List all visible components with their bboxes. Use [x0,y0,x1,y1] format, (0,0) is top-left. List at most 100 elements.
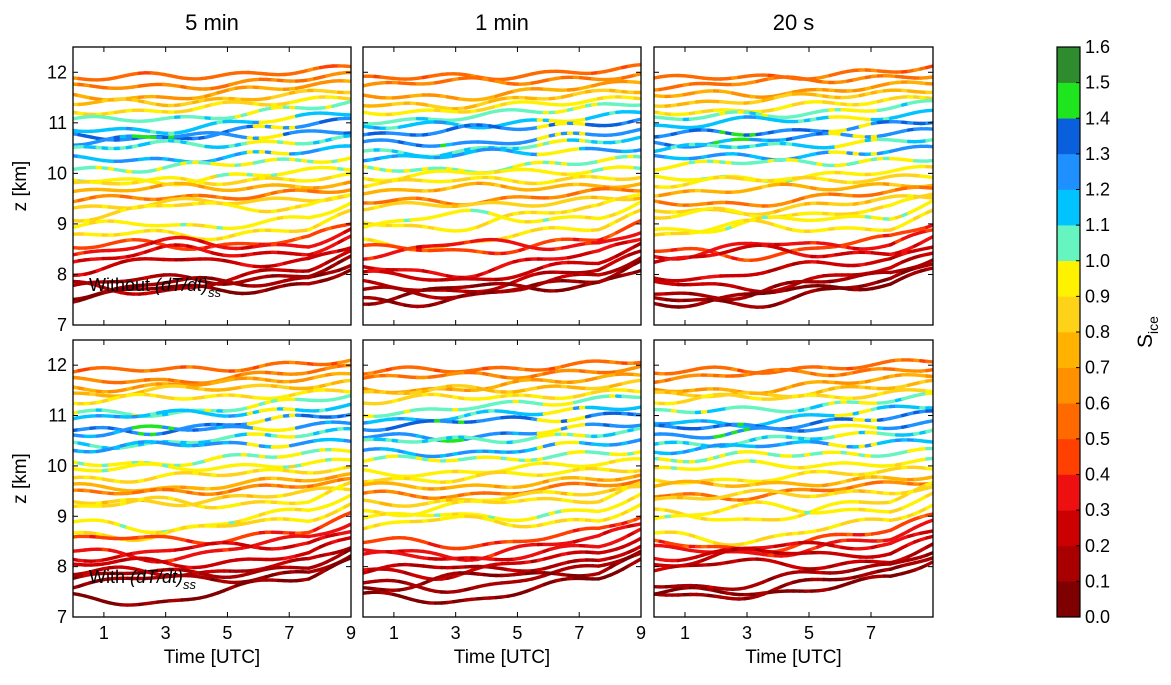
trajectory-segment [343,96,351,101]
trajectory-segment [343,227,351,234]
trajectory-segment [925,96,933,101]
trajectory-segment [925,234,933,242]
trajectory-segment [343,502,351,509]
row-annotation: Without (dT/dt)ss [89,275,222,300]
trajectory-segment [343,522,351,529]
trajectory-segment [343,201,351,208]
y-tick-label: 11 [48,406,67,426]
column-title: 1 min [475,10,529,35]
trajectory-segment [633,62,641,67]
y-tick-label: 8 [57,557,67,577]
trajectory-segment [633,268,641,275]
trajectory-segment [343,389,351,394]
trajectory-segment [633,175,641,181]
trajectory-group [73,358,351,607]
trajectory-segment [633,218,641,225]
y-tick-label: 7 [57,315,67,335]
trajectory-segment [343,378,351,383]
trajectory-segment [633,148,641,153]
trajectory-segment [343,438,351,443]
trajectory-segment [633,196,641,201]
trajectory-segment [925,251,933,257]
trajectory-segment [343,476,351,481]
y-tick-label: 7 [57,607,67,627]
trajectory-segment [925,175,933,180]
trajectory-segment [633,117,641,123]
trajectory-segment [925,183,933,188]
trajectory-segment [925,228,933,233]
trajectory-segment [925,266,933,272]
trajectory-segment [633,249,641,255]
trajectory-group [363,62,641,309]
trajectory-segment [343,487,351,492]
trajectory-segment [633,208,641,215]
panel-frame [362,46,642,326]
y-tick-label: 12 [47,355,67,375]
y-tick-label: 8 [57,264,67,284]
trajectory-segment [343,99,351,105]
trajectory-segment [925,223,933,230]
trajectory-segment [633,80,641,85]
trajectory-segment [925,262,933,268]
trajectory-segment [343,268,351,275]
trajectory-segment [633,135,641,141]
trajectory-segment [633,237,641,243]
trajectory-segment [343,180,351,185]
trajectory-segment [633,166,641,171]
trajectory-segment [633,181,641,187]
trajectory-segment [343,480,351,487]
trajectory-segment [343,254,351,261]
panel-frame [653,46,934,326]
trajectory-group [654,64,933,309]
trajectory-segment [633,259,641,266]
y-axis-label: z [km] [10,453,31,504]
trajectory-segment [343,234,351,241]
trajectory-segment [343,421,351,426]
trajectory-segment [343,457,351,462]
y-axis-label: z [km] [10,161,31,212]
trajectory-segment [925,208,933,215]
trajectory-segment [343,133,351,139]
y-tick-label: 10 [47,456,67,476]
trajectory-segment [343,393,351,399]
trajectory-segment [925,192,933,198]
trajectory-segment [925,137,933,143]
trajectory-segment [925,258,933,265]
trajectory-segment [343,188,351,193]
trajectory-segment [925,64,933,70]
trajectory-segment [925,185,933,190]
y-tick-label: 12 [47,62,67,82]
y-tick-label: 9 [57,214,67,234]
trajectory-segment [633,71,641,77]
trajectory-segment [343,493,351,500]
trajectory-segment [633,96,641,101]
trajectory-segment [343,167,351,172]
trajectory-group [73,64,351,304]
y-tick-label: 11 [48,113,67,133]
trajectory-segment [633,192,641,198]
trajectory-segment [343,358,351,364]
trajectory-segment [343,156,351,162]
trajectory-segment [925,158,933,163]
column-title: 5 min [185,10,239,35]
y-tick-label: 9 [57,506,67,526]
trajectory-segment [925,75,933,80]
trajectory-segment [343,402,351,408]
trajectory-segment [343,192,351,198]
trajectory-segment [343,208,351,214]
trajectory-segment [343,64,351,69]
trajectory-segment [633,110,641,115]
trajectory-segment [343,510,351,517]
trajectory-segment [633,256,641,263]
y-tick-label: 10 [47,163,67,183]
trajectory-segment [343,248,351,256]
trajectory-segment [343,246,351,252]
panel-frame [72,46,352,326]
trajectory-segment [633,200,641,207]
trajectory-segment [633,241,641,249]
trajectory-segment [343,464,351,470]
column-title: 20 s [773,10,815,35]
trajectory-segment [343,263,351,270]
trajectory-segment [343,472,351,477]
